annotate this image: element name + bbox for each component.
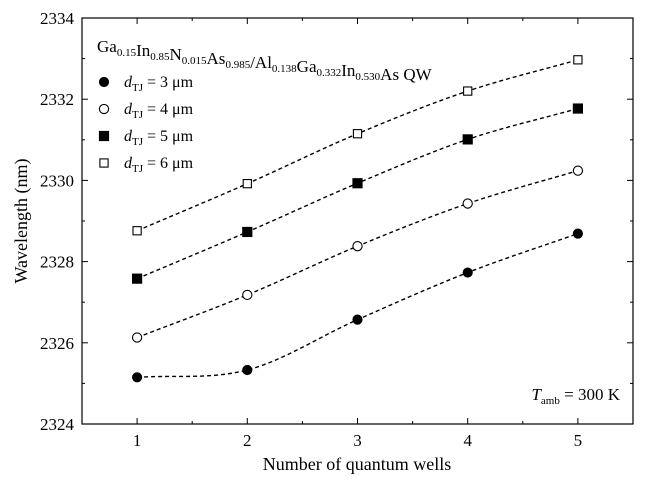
temperature-annotation: Tamb = 300 K bbox=[531, 385, 620, 407]
fit-lines bbox=[136, 59, 579, 379]
data-point bbox=[462, 134, 473, 145]
data-point bbox=[242, 364, 253, 376]
legend-label: dTJ = 4 μm bbox=[124, 101, 194, 121]
legend-label: dTJ = 3 μm bbox=[124, 74, 194, 94]
x-tick-label: 4 bbox=[463, 431, 472, 450]
data-point bbox=[352, 129, 363, 139]
data-point bbox=[352, 314, 363, 325]
data-point bbox=[132, 226, 142, 236]
data-point bbox=[463, 86, 473, 96]
data-point bbox=[462, 267, 473, 278]
y-tick-label: 2332 bbox=[40, 90, 74, 109]
x-axis-label: Number of quantum wells bbox=[263, 454, 451, 474]
data-point bbox=[132, 372, 143, 383]
axis-ticks: 1 2 3 4 5 2324 2326 2328 2330 2332 2334 bbox=[40, 9, 633, 450]
chart-title: Ga0.15In0.85N0.015As0.985/Al0.138Ga0.332… bbox=[97, 37, 433, 84]
data-point bbox=[572, 165, 584, 176]
y-tick-label: 2326 bbox=[40, 334, 74, 353]
legend-marker bbox=[98, 76, 110, 88]
data-point bbox=[242, 226, 253, 238]
y-tick-label: 2330 bbox=[40, 171, 74, 190]
fit-line bbox=[136, 59, 579, 232]
fit-line bbox=[137, 232, 579, 379]
x-tick-label: 2 bbox=[243, 431, 252, 450]
legend-marker bbox=[98, 103, 110, 115]
data-point bbox=[352, 241, 363, 252]
legend-marker bbox=[98, 130, 110, 142]
x-tick-label: 5 bbox=[574, 431, 583, 450]
y-tick-label: 2324 bbox=[40, 415, 75, 434]
data-markers bbox=[131, 55, 584, 383]
data-point bbox=[352, 178, 363, 189]
fit-line bbox=[136, 169, 579, 339]
y-tick-label: 2334 bbox=[40, 9, 75, 28]
data-point bbox=[572, 103, 583, 114]
data-point bbox=[242, 178, 252, 189]
data-point bbox=[572, 228, 584, 239]
data-point bbox=[242, 289, 253, 301]
y-axis-label: Wavelength (nm) bbox=[11, 158, 32, 283]
data-point bbox=[462, 198, 473, 209]
legend-label: dTJ = 6 μm bbox=[124, 155, 194, 175]
x-tick-label: 1 bbox=[133, 431, 142, 450]
data-point bbox=[573, 55, 583, 65]
legend-marker bbox=[99, 158, 109, 168]
y-tick-label: 2328 bbox=[40, 253, 74, 272]
data-point bbox=[132, 273, 143, 284]
data-point bbox=[131, 332, 143, 343]
legend-label: dTJ = 5 μm bbox=[124, 128, 194, 148]
x-tick-label: 3 bbox=[353, 431, 362, 450]
legend: dTJ = 3 μm dTJ = 4 μm dTJ = 5 μm dTJ = 6 μm bbox=[98, 74, 194, 175]
